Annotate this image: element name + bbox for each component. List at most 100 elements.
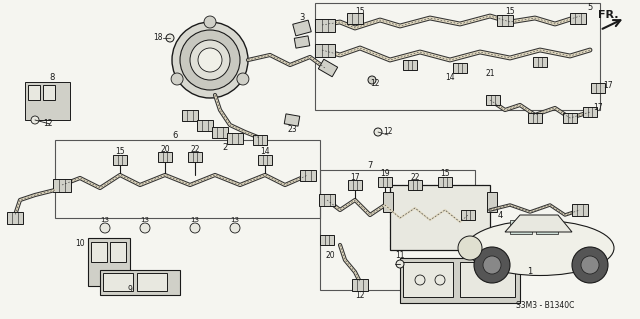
- Text: 18: 18: [153, 33, 163, 42]
- Bar: [570, 12, 586, 24]
- Text: 9: 9: [127, 286, 132, 294]
- Bar: [583, 107, 597, 117]
- Text: 3: 3: [300, 13, 305, 23]
- Circle shape: [474, 247, 510, 283]
- Bar: [137, 273, 167, 291]
- Text: 21: 21: [485, 69, 495, 78]
- Bar: [572, 204, 588, 216]
- Text: 19: 19: [380, 169, 390, 179]
- Text: 12: 12: [355, 291, 365, 300]
- Bar: [497, 14, 513, 26]
- Text: 22: 22: [190, 145, 200, 153]
- Text: 17: 17: [350, 173, 360, 182]
- Text: 12: 12: [44, 120, 52, 129]
- Text: 22: 22: [410, 173, 420, 182]
- Bar: [284, 114, 300, 126]
- Bar: [347, 12, 363, 24]
- Bar: [7, 212, 23, 224]
- Bar: [533, 57, 547, 67]
- Bar: [182, 109, 198, 121]
- Text: 23: 23: [287, 125, 297, 135]
- Circle shape: [180, 30, 240, 90]
- Bar: [113, 155, 127, 165]
- Bar: [197, 120, 213, 130]
- Circle shape: [396, 260, 404, 268]
- Bar: [378, 177, 392, 187]
- Bar: [43, 85, 55, 100]
- Bar: [403, 262, 453, 297]
- Text: 4: 4: [497, 211, 502, 219]
- Bar: [55, 140, 320, 218]
- Text: 10: 10: [75, 240, 85, 249]
- Bar: [110, 242, 126, 262]
- Circle shape: [237, 73, 249, 85]
- Bar: [390, 185, 490, 250]
- Text: 14: 14: [445, 73, 455, 83]
- Bar: [453, 63, 467, 73]
- Circle shape: [204, 16, 216, 28]
- Text: 12: 12: [371, 78, 380, 87]
- Circle shape: [31, 116, 39, 124]
- Bar: [188, 152, 202, 162]
- Bar: [528, 113, 542, 123]
- Circle shape: [198, 48, 222, 72]
- Circle shape: [166, 34, 174, 42]
- Circle shape: [100, 223, 110, 233]
- Bar: [320, 170, 475, 290]
- Text: 13: 13: [141, 217, 150, 223]
- Text: 13: 13: [191, 217, 200, 223]
- Bar: [100, 270, 180, 295]
- Circle shape: [171, 73, 183, 85]
- Bar: [227, 132, 243, 144]
- Circle shape: [190, 40, 230, 80]
- Bar: [320, 235, 334, 245]
- Text: 13: 13: [230, 217, 239, 223]
- Bar: [91, 242, 107, 262]
- Text: FR.: FR.: [598, 10, 618, 20]
- Text: 15: 15: [440, 169, 450, 179]
- Text: 15: 15: [115, 147, 125, 157]
- Bar: [103, 273, 133, 291]
- Circle shape: [140, 223, 150, 233]
- Text: 1: 1: [527, 268, 532, 277]
- Bar: [300, 169, 316, 181]
- Text: 20: 20: [160, 145, 170, 153]
- Bar: [487, 192, 497, 212]
- Bar: [438, 177, 452, 187]
- Ellipse shape: [466, 220, 614, 276]
- Circle shape: [581, 256, 599, 274]
- Bar: [253, 135, 267, 145]
- Bar: [563, 113, 577, 123]
- Text: 6: 6: [172, 131, 178, 140]
- Text: 12: 12: [383, 128, 393, 137]
- Bar: [352, 279, 368, 291]
- Circle shape: [190, 223, 200, 233]
- Text: 11: 11: [396, 251, 404, 261]
- Bar: [486, 95, 500, 105]
- Text: 2: 2: [222, 144, 228, 152]
- Bar: [510, 220, 532, 234]
- Bar: [408, 180, 422, 190]
- Bar: [318, 59, 338, 77]
- Text: 8: 8: [49, 73, 54, 83]
- Bar: [319, 194, 335, 206]
- Bar: [315, 43, 335, 56]
- Text: 14: 14: [260, 147, 270, 157]
- Text: 13: 13: [100, 217, 109, 223]
- Circle shape: [368, 76, 376, 84]
- Bar: [88, 238, 130, 286]
- Text: 17: 17: [593, 103, 603, 113]
- Text: 20: 20: [325, 250, 335, 259]
- Circle shape: [230, 223, 240, 233]
- Bar: [400, 258, 520, 303]
- Bar: [383, 192, 393, 212]
- Bar: [25, 82, 70, 120]
- Text: S3M3 - B1340C: S3M3 - B1340C: [516, 300, 574, 309]
- Bar: [315, 19, 335, 32]
- Bar: [212, 127, 228, 137]
- Bar: [460, 262, 515, 297]
- Bar: [258, 155, 272, 165]
- Text: 15: 15: [505, 8, 515, 17]
- Bar: [536, 220, 558, 234]
- Bar: [28, 85, 40, 100]
